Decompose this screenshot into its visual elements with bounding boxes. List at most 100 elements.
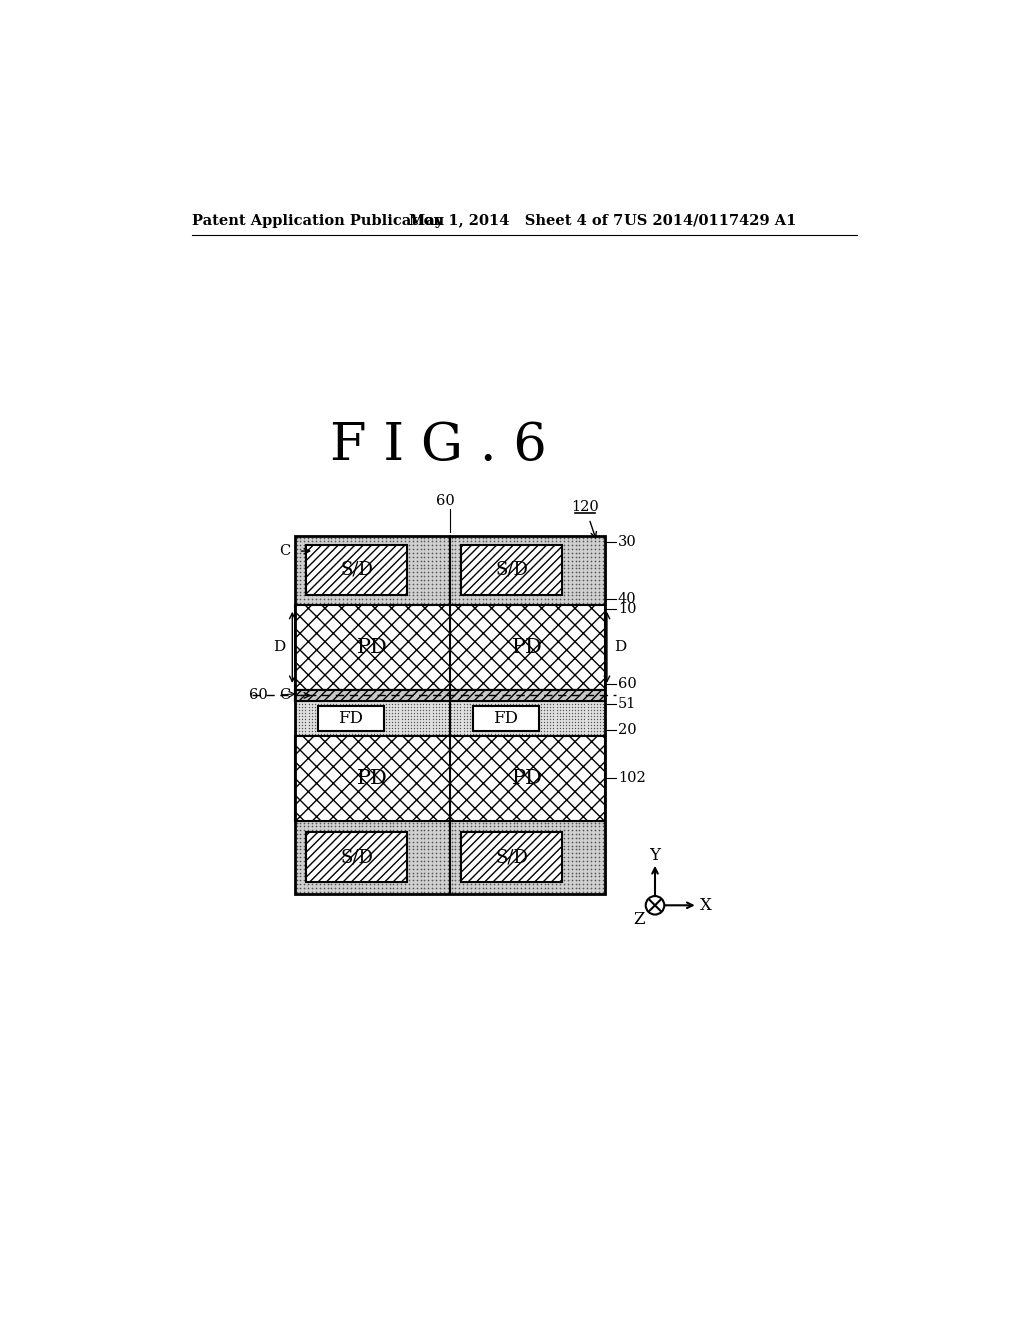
Point	[424, 550, 440, 572]
Point	[374, 550, 390, 572]
Point	[346, 850, 362, 871]
Point	[304, 866, 321, 887]
Point	[420, 858, 436, 879]
Point	[350, 846, 367, 867]
Point	[327, 858, 343, 879]
Point	[443, 842, 460, 863]
Point	[354, 550, 371, 572]
Point	[567, 840, 584, 861]
Point	[575, 546, 592, 568]
Point	[409, 690, 425, 711]
Point	[304, 546, 321, 568]
Point	[529, 723, 546, 744]
Point	[455, 539, 471, 560]
Point	[402, 702, 419, 723]
Point	[362, 858, 379, 879]
Point	[509, 565, 525, 586]
Point	[415, 714, 431, 735]
Point	[308, 854, 325, 875]
Point	[517, 546, 534, 568]
Point	[571, 846, 588, 867]
Point	[575, 832, 592, 853]
Point	[359, 718, 376, 739]
Point	[381, 565, 397, 586]
Point	[323, 705, 339, 726]
Point	[393, 836, 410, 857]
Point	[378, 573, 394, 594]
Point	[459, 577, 475, 598]
Point	[350, 705, 367, 726]
Point	[511, 702, 527, 723]
Point	[319, 705, 336, 726]
Point	[346, 565, 362, 586]
Point	[374, 870, 390, 891]
Point	[575, 866, 592, 887]
Text: PD: PD	[356, 768, 387, 788]
Point	[375, 684, 391, 705]
Point	[304, 842, 321, 863]
Point	[587, 593, 603, 614]
Point	[506, 824, 522, 845]
Point	[424, 589, 440, 610]
Point	[494, 882, 510, 903]
Point	[370, 812, 386, 833]
Point	[536, 700, 552, 721]
Point	[517, 558, 534, 579]
Point	[471, 714, 487, 735]
Point	[587, 577, 603, 598]
Point	[552, 854, 568, 875]
Point	[300, 840, 316, 861]
Point	[477, 723, 494, 744]
Point	[331, 854, 347, 875]
Point	[434, 700, 451, 721]
Point	[474, 573, 490, 594]
Point	[404, 836, 421, 857]
Text: 60: 60	[617, 677, 637, 690]
Point	[489, 554, 506, 576]
Point	[296, 878, 312, 899]
Point	[311, 565, 328, 586]
Point	[506, 840, 522, 861]
Point	[432, 840, 449, 861]
Point	[420, 850, 436, 871]
Point	[456, 721, 472, 742]
Point	[319, 565, 336, 586]
Point	[583, 882, 599, 903]
Point	[541, 546, 557, 568]
Point	[304, 850, 321, 871]
Point	[427, 721, 443, 742]
Point	[359, 711, 376, 733]
Point	[489, 686, 506, 708]
Point	[389, 550, 406, 572]
Point	[513, 589, 529, 610]
Point	[319, 718, 336, 739]
Point	[338, 693, 354, 714]
Point	[544, 585, 560, 606]
Point	[346, 562, 362, 583]
Point	[482, 824, 499, 845]
Point	[393, 714, 410, 735]
Point	[346, 573, 362, 594]
Point	[459, 696, 475, 717]
Point	[567, 832, 584, 853]
Point	[506, 581, 522, 602]
Point	[459, 702, 475, 723]
Point	[311, 854, 328, 875]
Point	[400, 832, 417, 853]
Point	[409, 816, 425, 837]
Point	[579, 593, 595, 614]
Point	[387, 690, 403, 711]
Point	[567, 585, 584, 606]
Point	[528, 850, 545, 871]
Point	[575, 573, 592, 594]
Point	[315, 866, 332, 887]
Point	[378, 581, 394, 602]
Bar	[473, 706, 539, 730]
Point	[513, 812, 529, 833]
Point	[563, 589, 580, 610]
Point	[595, 558, 611, 579]
Point	[304, 543, 321, 564]
Point	[427, 714, 443, 735]
Point	[482, 874, 499, 895]
Point	[502, 866, 518, 887]
